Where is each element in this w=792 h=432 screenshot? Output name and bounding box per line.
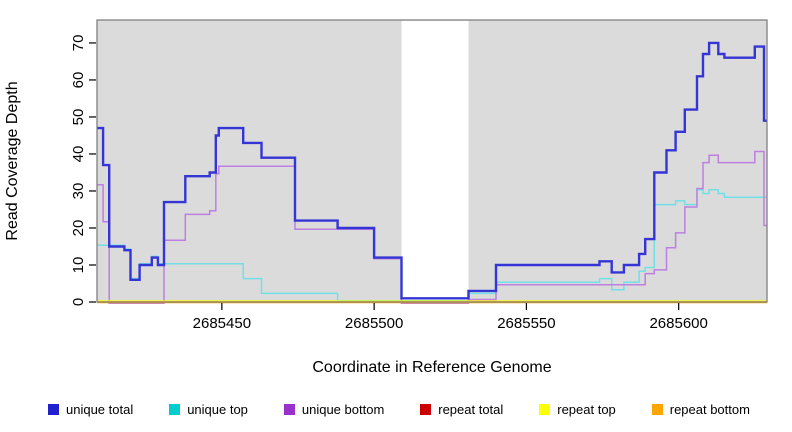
- legend-label: unique bottom: [301, 401, 385, 417]
- legend-label: unique total: [66, 401, 134, 417]
- legend-item-unique-bottom: unique bottom: [283, 401, 385, 417]
- legend-swatch-icon: [48, 403, 59, 415]
- y-tick-label: 40: [70, 146, 87, 163]
- legend: unique total unique top unique bottom repea…: [0, 398, 792, 420]
- series-unique-total: [97, 41, 767, 300]
- x-tick-label: 2685600: [649, 315, 707, 332]
- legend-label: repeat top: [557, 401, 616, 417]
- masked-region: [401, 20, 469, 302]
- x-tick-label: 2685450: [193, 315, 251, 332]
- legend-swatch-icon: [420, 403, 432, 415]
- y-tick-label: 0: [70, 298, 87, 306]
- legend-label: repeat total: [438, 401, 504, 417]
- legend-swatch-icon: [651, 403, 663, 415]
- y-tick-label: 60: [70, 72, 87, 89]
- x-axis-title: Coordinate in Reference Genome: [312, 359, 551, 376]
- y-tick-label: 20: [70, 220, 87, 237]
- y-tick-label: 10: [70, 257, 87, 274]
- chart-canvas: 2685450 2685500 2685550 2685600 0 10 20 30 40 50 6…: [4, 19, 768, 376]
- legend-item-repeat-top: repeat top: [539, 403, 616, 416]
- legend-item-repeat-bottom: repeat bottom: [651, 401, 750, 417]
- legend-label: repeat bottom: [669, 401, 750, 417]
- legend-item-repeat-total: repeat total: [420, 403, 503, 416]
- y-tick-label: 50: [70, 109, 87, 126]
- legend-swatch-icon: [539, 403, 551, 415]
- y-tick-label: 30: [70, 183, 87, 200]
- legend-item-unique-top: unique top: [169, 403, 248, 416]
- legend-swatch-icon: [169, 403, 181, 415]
- y-tick-label: 70: [70, 35, 87, 52]
- y-axis-title: Read Coverage Depth: [4, 81, 21, 240]
- legend-item-unique-total: unique total: [48, 403, 133, 416]
- legend-label: unique top: [187, 401, 248, 417]
- plot-frame: [96, 19, 768, 303]
- x-tick-label: 2685550: [497, 315, 555, 332]
- x-tick-label: 2685500: [345, 315, 403, 332]
- legend-swatch-icon: [283, 403, 295, 415]
